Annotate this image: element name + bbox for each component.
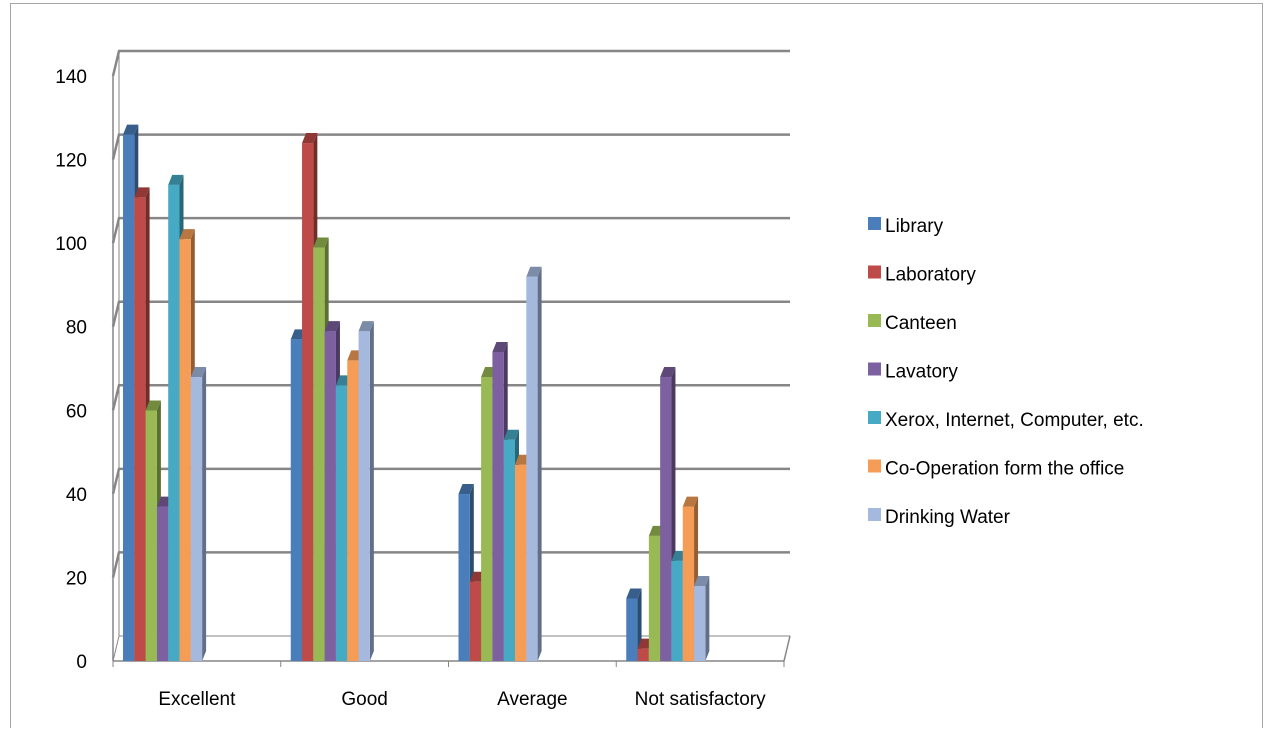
x-tick-label: Excellent [158, 689, 236, 710]
bar [660, 377, 672, 661]
legend-swatch [868, 265, 881, 279]
legend-label: Drinking Water [885, 507, 1011, 528]
y-tick-label: 60 [66, 401, 87, 422]
legend-swatch [868, 508, 881, 521]
bar [648, 535, 661, 661]
bar-top [179, 229, 195, 240]
legend-swatch [868, 362, 881, 376]
bar-top [168, 174, 184, 185]
gridline [111, 216, 790, 244]
y-tick-label: 100 [55, 234, 87, 255]
bar [290, 339, 303, 661]
bar [145, 410, 157, 661]
legend-label: Laboratory [885, 265, 976, 286]
y-tick-label: 140 [55, 67, 87, 88]
gridline [111, 384, 790, 411]
gridline [111, 133, 790, 160]
bar [302, 143, 314, 662]
bar-side [705, 575, 710, 661]
bar [324, 331, 336, 661]
bar-side [202, 367, 207, 661]
bar-top [134, 187, 150, 198]
bar [671, 560, 683, 661]
bar-group [290, 133, 374, 662]
x-tick-label: Average [497, 689, 567, 710]
bar-top [694, 575, 710, 586]
legend-label: Co-Operation form the office [885, 459, 1124, 480]
bar [179, 239, 191, 661]
bar [515, 464, 527, 661]
legend-swatch [868, 459, 881, 473]
bar-group [458, 266, 542, 661]
x-tick-label: Not satisfactory [635, 689, 766, 710]
bar [313, 247, 325, 661]
x-tick-label: Good [341, 689, 387, 710]
bar-top [492, 341, 508, 352]
bar-side [537, 266, 542, 661]
bar-group [626, 367, 710, 661]
legend-swatch [868, 217, 881, 230]
bar [168, 184, 180, 662]
y-tick-label: 0 [76, 652, 87, 673]
bar [458, 494, 470, 661]
bar-top [190, 367, 207, 378]
bar-top [324, 321, 340, 332]
gridline [111, 467, 790, 495]
bar [190, 377, 203, 661]
bar-top [503, 429, 519, 440]
bar [469, 581, 482, 661]
gridline [111, 49, 790, 77]
bar [481, 377, 493, 661]
bar [694, 585, 706, 661]
bar-top [123, 124, 139, 135]
bar [682, 506, 695, 661]
bar [492, 351, 504, 661]
bar [503, 439, 515, 661]
y-tick-label: 80 [66, 318, 87, 339]
bar-top [526, 266, 542, 277]
bar [637, 648, 649, 661]
bar [335, 385, 348, 661]
y-tick-label: 120 [55, 151, 87, 172]
y-tick-label: 20 [66, 568, 87, 589]
bar-top [302, 133, 318, 144]
legend-label: Lavatory [885, 362, 958, 383]
bar-top [660, 367, 676, 378]
bar [347, 360, 359, 661]
bar-top [458, 484, 474, 495]
y-tick-label: 40 [66, 485, 87, 506]
bar [134, 197, 146, 661]
bar-top [682, 496, 699, 507]
bar [123, 134, 135, 661]
bar-top [145, 400, 161, 411]
legend-swatch [868, 314, 881, 327]
bar [156, 506, 169, 661]
bar-top [358, 321, 374, 332]
legend-label: Canteen [885, 313, 957, 334]
bar [526, 276, 538, 661]
bar-top [626, 588, 642, 599]
bar-side [369, 321, 374, 661]
legend: Library Laboratory Canteen Lavatory Xerox, I… [868, 216, 1144, 528]
bar [626, 598, 638, 661]
bar-group [123, 124, 207, 662]
bar [358, 331, 370, 661]
gridline [111, 300, 790, 328]
bar-top [313, 237, 329, 248]
legend-label: Library [885, 216, 944, 237]
floor-edge [783, 635, 791, 662]
legend-label: Xerox, Internet, Computer, etc. [885, 410, 1144, 431]
legend-swatch [868, 411, 881, 424]
